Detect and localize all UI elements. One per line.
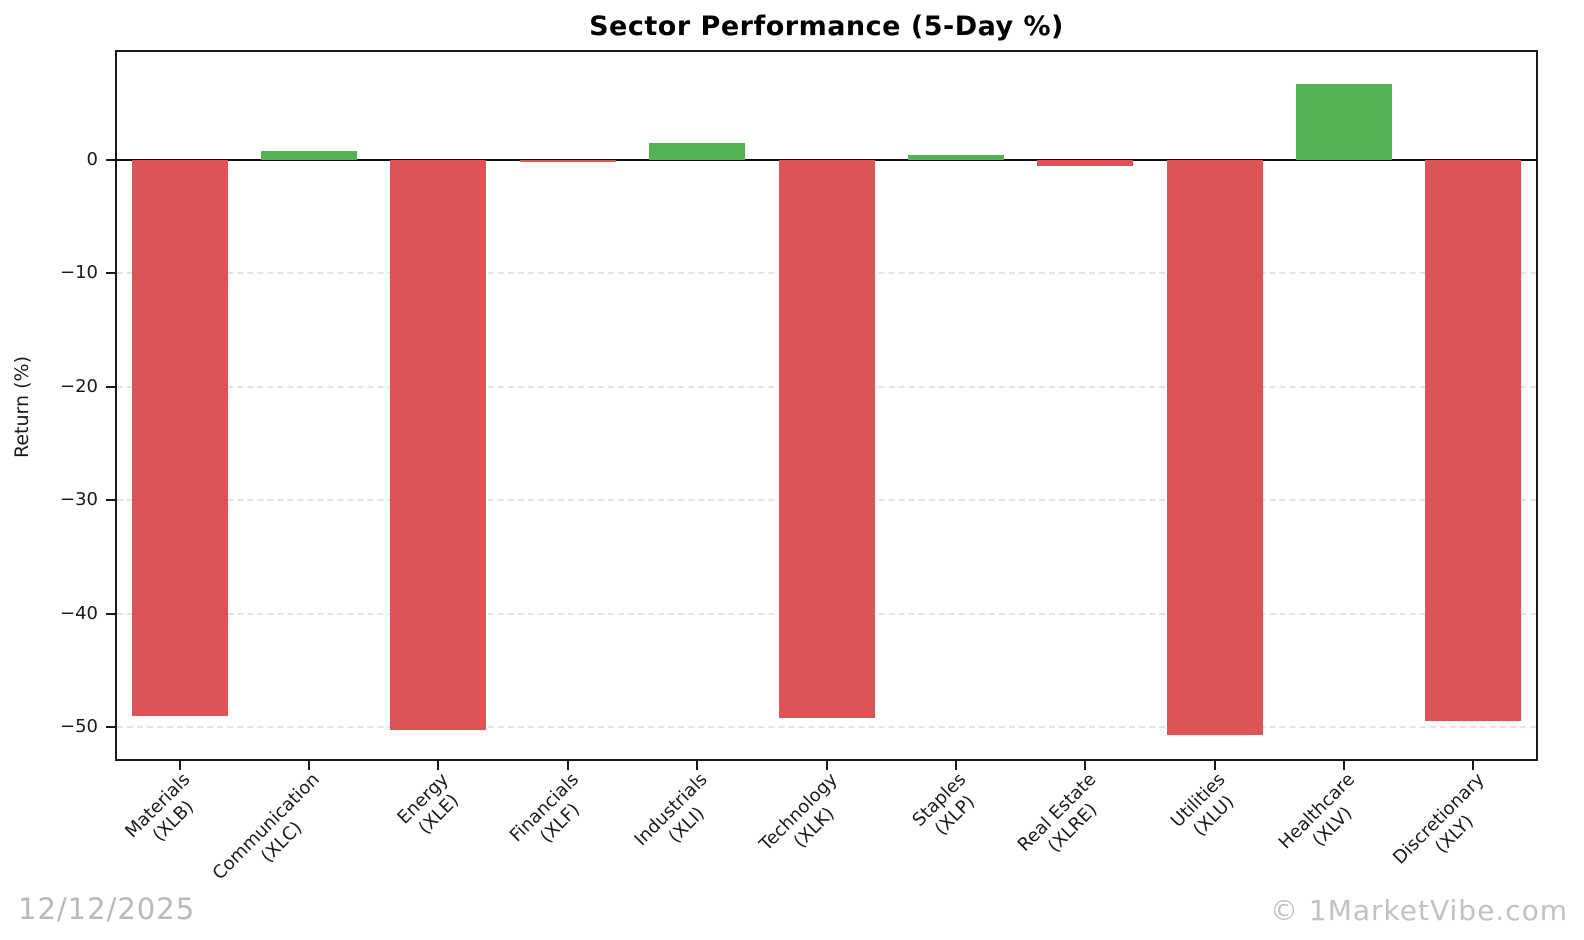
watermark-date: 12/12/2025 (18, 892, 196, 926)
y-axis-tick (106, 499, 115, 502)
x-axis-tick (1084, 761, 1087, 770)
y-axis-tick (106, 725, 115, 728)
x-axis-tick (178, 761, 181, 770)
y-axis-tick (106, 272, 115, 275)
x-tick-label-industrials: Industrials (XLI) (630, 769, 712, 851)
bar-xlc (261, 150, 357, 160)
bar-xly (1425, 159, 1521, 722)
bar-xlv (1296, 84, 1392, 160)
bar-xli (649, 142, 745, 160)
gridline--50 (117, 725, 1536, 728)
watermark-brand: © 1MarketVibe.com (1270, 894, 1568, 927)
y-tick-label: −10 (60, 262, 98, 284)
bar-xlu (1167, 159, 1263, 735)
x-axis-tick (1213, 761, 1216, 770)
bar-xlre (1037, 159, 1133, 166)
bar-xlf (520, 159, 616, 163)
y-tick-label: −30 (60, 489, 98, 511)
x-axis-tick (954, 761, 957, 770)
x-axis-tick (437, 761, 440, 770)
x-axis-tick (1472, 761, 1475, 770)
bar-xlk (779, 159, 875, 718)
x-axis-tick (308, 761, 311, 770)
x-tick-label-financials: Financials (XLF) (505, 769, 584, 848)
y-tick-label: −40 (60, 602, 98, 624)
x-tick-label-healthcare: Healthcare (XLV) (1274, 769, 1359, 854)
x-tick-label-staples: Staples (XLP) (908, 769, 980, 840)
x-tick-label-utilities: Utilities (XLU) (1166, 769, 1239, 841)
chart-title: Sector Performance (5-Day %) (589, 11, 1064, 42)
bar-xlp (908, 155, 1004, 160)
x-tick-label-energy: Energy (XLE) (393, 769, 464, 839)
x-axis-tick (696, 761, 699, 770)
y-tick-label: −50 (60, 715, 98, 737)
y-axis-tick (106, 158, 115, 161)
x-axis-tick (1342, 761, 1345, 770)
x-tick-label-discretionary: Discretionary (XLY) (1388, 769, 1489, 869)
x-tick-label-materials: Materials (XLB) (121, 769, 199, 846)
x-tick-label-communication: Communication (XLC) (208, 769, 324, 885)
x-axis-tick (825, 761, 828, 770)
x-tick-label-technology: Technology (XLK) (755, 769, 842, 856)
y-tick-label: 0 (86, 148, 98, 170)
x-tick-label-real-estate: Real Estate (XLRE) (1013, 769, 1102, 857)
y-axis-tick (106, 612, 115, 615)
bar-xle (390, 159, 486, 731)
bar-xlb (132, 159, 228, 716)
x-axis-tick (566, 761, 569, 770)
y-axis-tick (106, 385, 115, 388)
y-tick-label: −20 (60, 375, 98, 397)
